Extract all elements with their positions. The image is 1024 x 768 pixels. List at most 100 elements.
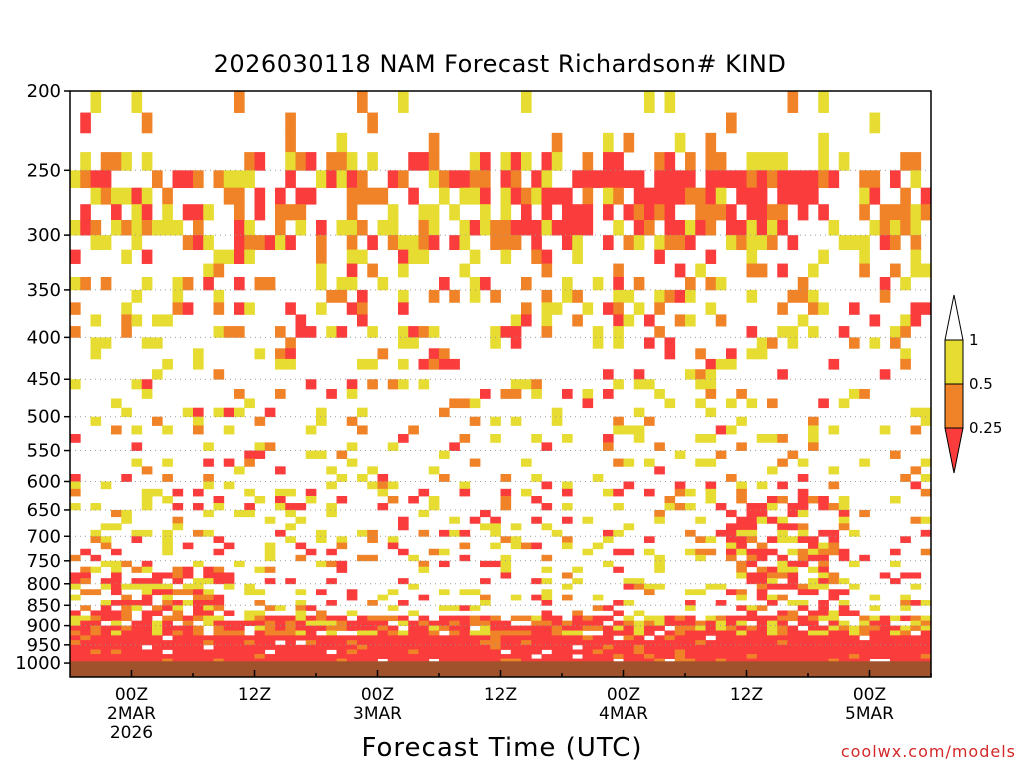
heatmap-cell	[418, 509, 430, 518]
heatmap-cell	[326, 600, 337, 606]
heatmap-cell	[787, 289, 799, 303]
heatmap-cell	[141, 187, 153, 205]
heatmap-cell	[746, 503, 758, 511]
heatmap-cell	[203, 578, 214, 585]
heatmap-cell	[541, 314, 553, 327]
heatmap-cell	[644, 219, 655, 236]
heatmap-cell	[172, 276, 184, 291]
heatmap-cell	[193, 605, 204, 611]
heatmap-cell	[910, 615, 922, 622]
heatmap-cell	[80, 589, 91, 596]
heatmap-cell	[377, 654, 389, 659]
heatmap-cell	[603, 560, 614, 568]
heatmap-cell	[551, 302, 563, 315]
heatmap-cell	[818, 529, 829, 537]
heatmap-cell	[756, 503, 768, 511]
heatmap-cell	[705, 276, 717, 291]
heatmap-cell	[890, 658, 901, 664]
heatmap-cell	[623, 204, 635, 221]
heatmap-cell	[695, 263, 706, 278]
heatmap-cell	[70, 249, 81, 264]
heatmap-cell	[469, 615, 481, 622]
heatmap-cell	[828, 542, 840, 550]
heatmap-cell	[336, 644, 348, 650]
heatmap-cell	[828, 578, 840, 585]
heatmap-cell	[756, 644, 768, 650]
heatmap-cell	[398, 358, 409, 370]
heatmap-cell	[767, 578, 778, 585]
heatmap-cell	[121, 583, 132, 590]
heatmap-cell	[910, 263, 922, 278]
credit-link[interactable]: coolwx.com/models	[840, 742, 1016, 761]
heatmap-cell	[244, 488, 255, 497]
heatmap-cell	[633, 583, 645, 590]
heatmap-cell	[910, 640, 922, 646]
heatmap-cell	[305, 625, 317, 631]
heatmap-cell	[285, 620, 296, 627]
heatmap-cell	[264, 615, 276, 622]
heatmap-cell	[746, 529, 758, 537]
heatmap-cell	[326, 170, 337, 189]
heatmap-cell	[849, 630, 860, 636]
heatmap-cell	[244, 509, 255, 518]
heatmap-cell	[121, 516, 132, 524]
heatmap-cell	[111, 610, 122, 616]
heatmap-cell	[633, 276, 645, 291]
heatmap-cell	[152, 583, 163, 590]
heatmap-cell	[490, 542, 501, 550]
heatmap-cell	[654, 466, 665, 475]
heatmap-cell	[162, 542, 173, 550]
heatmap-cell	[346, 276, 358, 291]
heatmap-cell	[787, 658, 799, 664]
heatmap-cell	[490, 289, 501, 303]
heatmap-cell	[295, 605, 307, 611]
heatmap-cell	[767, 536, 778, 543]
heatmap-cell	[326, 326, 337, 338]
heatmap-cell	[828, 654, 840, 659]
heatmap-cell	[562, 488, 573, 497]
heatmap-cell	[551, 615, 563, 622]
heatmap-cell	[633, 204, 645, 221]
heatmap-cell	[736, 219, 747, 236]
heatmap-cell	[818, 605, 829, 611]
heatmap-cell	[387, 542, 399, 550]
heatmap-cell	[213, 249, 225, 264]
heatmap-cell	[828, 466, 840, 475]
heatmap-cell	[531, 219, 542, 236]
heatmap-cell	[449, 640, 460, 646]
heatmap-cell	[100, 605, 112, 611]
heatmap-cell	[326, 615, 337, 622]
heatmap-cell	[316, 610, 327, 616]
heatmap-cell	[695, 187, 706, 205]
heatmap-cell	[203, 589, 214, 596]
heatmap-cell	[746, 219, 758, 236]
heatmap-cell	[715, 503, 727, 511]
heatmap-cell	[910, 170, 922, 189]
x-tick-label: 00Z	[853, 685, 886, 705]
heatmap-cell	[70, 572, 81, 579]
heatmap-cell	[715, 649, 727, 655]
heatmap-cell	[377, 187, 389, 205]
heatmap-cell	[182, 302, 194, 315]
heatmap-cell	[623, 615, 635, 622]
heatmap-cell	[715, 450, 727, 459]
heatmap-cell	[726, 474, 737, 482]
heatmap-cell	[828, 358, 840, 370]
heatmap-cell	[367, 620, 378, 627]
heatmap-cell	[592, 649, 604, 655]
heatmap-cell	[808, 302, 819, 315]
heatmap-cell	[162, 358, 173, 370]
heatmap-cell	[541, 204, 553, 221]
heatmap-cell	[674, 640, 686, 646]
heatmap-cell	[295, 610, 307, 616]
heatmap-cell	[828, 630, 840, 636]
heatmap-cell	[705, 654, 717, 659]
heatmap-cell	[797, 630, 809, 636]
heatmap-cell	[746, 640, 758, 646]
heatmap-cell	[264, 640, 276, 646]
heatmap-cell	[623, 644, 635, 650]
heatmap-cell	[787, 644, 799, 650]
heatmap-cell	[141, 600, 153, 606]
heatmap-cell	[480, 635, 491, 641]
